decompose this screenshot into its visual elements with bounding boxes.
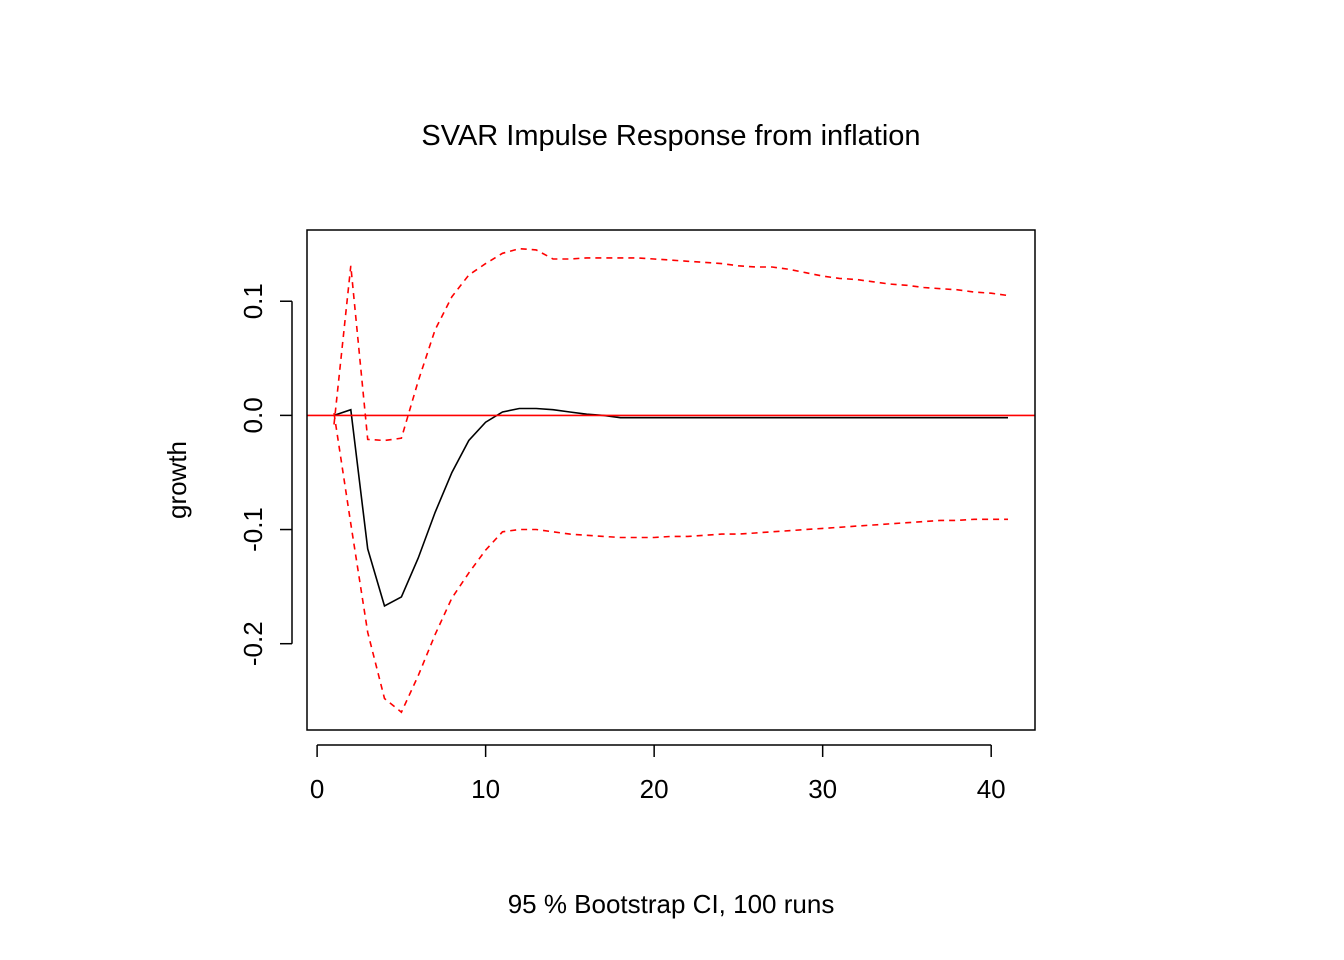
- plot-frame: [306, 229, 1036, 731]
- y-tick-label: -0.1: [238, 507, 268, 552]
- plot-area: [307, 247, 1035, 714]
- series-line-response: [333, 407, 1008, 608]
- y-axis-label: growth: [162, 441, 192, 519]
- x-axis: 0 10 20 30 40: [310, 744, 1006, 804]
- y-tick-label: 0.0: [238, 397, 268, 433]
- y-tick-label: 0.1: [238, 283, 268, 319]
- y-axis: -0.2 -0.1 0.0 0.1: [238, 283, 293, 666]
- x-tick-label: 30: [808, 774, 837, 804]
- x-tick-label: 40: [977, 774, 1006, 804]
- x-tick-label: 20: [640, 774, 669, 804]
- x-axis-label: 95 % Bootstrap CI, 100 runs: [508, 889, 835, 919]
- y-tick-label: -0.2: [238, 621, 268, 666]
- series-line-upper: [333, 247, 1009, 442]
- x-tick-label: 0: [310, 774, 324, 804]
- x-tick-label: 10: [471, 774, 500, 804]
- chart-title: SVAR Impulse Response from inflation: [421, 120, 920, 152]
- series-line-lower: [333, 412, 1008, 714]
